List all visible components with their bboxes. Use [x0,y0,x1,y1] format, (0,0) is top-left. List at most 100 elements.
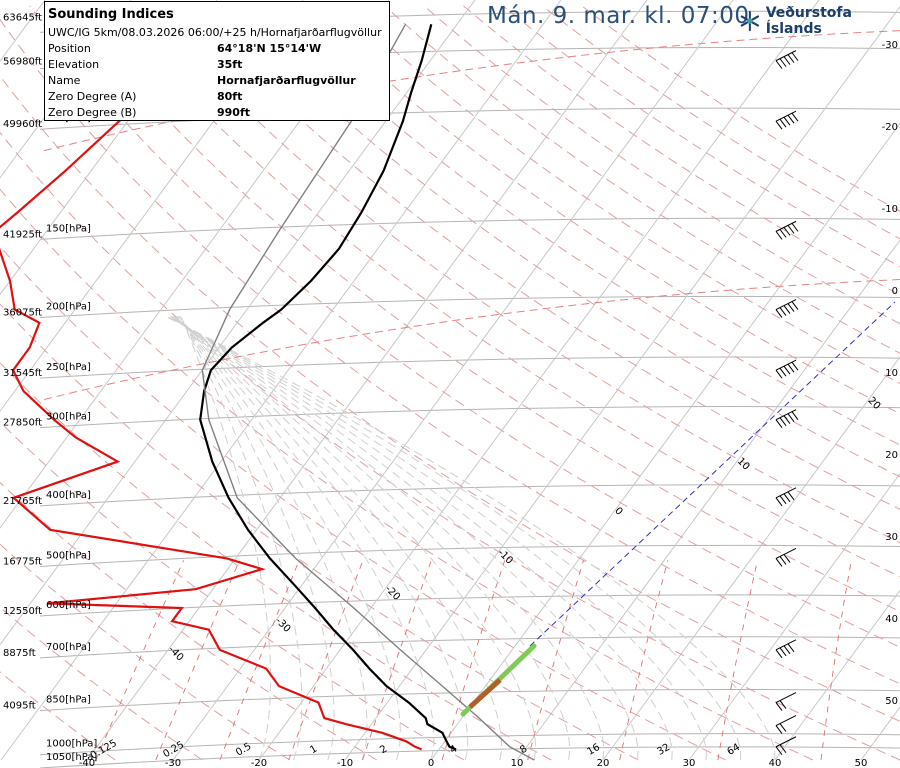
temp-tick-label: 30 [683,758,696,768]
isobar-line [39,356,900,379]
altitude-label: 49960ft [3,119,42,130]
wind-barb-staff [775,359,797,371]
info-subtitle: UWC/IG 5km/08.03.2026 06:00/+25 h/Hornaf… [48,26,382,39]
right-scale-label: -20 [882,122,898,133]
wind-barb-flag [783,493,791,503]
wind-barb-flag [779,229,787,238]
wind-barb-flag [779,700,787,709]
right-scale-label: 30 [885,532,898,543]
right-scale-label: 50 [885,696,898,707]
wind-barb [775,736,797,756]
isotherm-inline-label: 10 [735,456,752,473]
wind-barb-flag [775,558,783,567]
info-label-zero-a: Zero Degree (A) [48,90,137,103]
wind-barb-flag [775,702,783,711]
wind-barb [775,299,799,318]
wind-barb-staff [775,715,797,727]
mixing-ratio-line [155,560,240,761]
wind-barb-flag [791,112,799,122]
series-temperature-line [199,24,457,751]
wind-barb-flag [775,309,783,318]
isotherm-inline-label: 0 [612,505,624,517]
isotherm-line [0,0,476,646]
wind-barb-staff [775,548,797,559]
info-label-elevation: Elevation [48,58,100,71]
moist-adiabat-line [173,316,503,761]
temp-tick-label: -20 [251,758,267,768]
wind-barb-flag [787,363,795,373]
altitude-label: 21765ft [3,496,42,507]
isotherm-line [516,239,900,761]
right-scale-label: -10 [882,204,898,215]
moist-adiabat-line [180,316,272,761]
moist-adiabat-line [177,316,368,761]
wind-barb-staff [775,409,797,421]
wind-barb [775,548,797,567]
moist-adiabat-line [175,316,435,761]
wind-barb-staff [775,487,797,499]
isotherm-line [430,122,900,761]
altitude-label: 4095ft [3,701,36,712]
wind-barb-flag [783,116,791,126]
isotherm-line [602,356,900,761]
info-value-position: 64°18'N 15°14'W [217,42,322,55]
dry-adiabat-line [0,481,378,761]
moist-adiabat-line [178,316,335,761]
pressure-label: 300[hPa] [46,412,91,423]
imo-snowflake-icon [740,10,760,32]
altitude-label: 41925ft [3,229,42,240]
wind-barb-flag [779,495,787,505]
altitude-label: 36075ft [3,308,42,319]
isotherm-line [0,0,218,296]
dry-adiabat-lines [0,5,900,761]
altitude-label: 8875ft [3,648,36,659]
wind-barb-flag [779,723,787,732]
isotherm-line [774,589,900,761]
isotherm-line [0,0,562,761]
wind-barb-flag [775,369,783,379]
pressure-label: 700[hPa] [46,642,91,653]
wind-barb [775,110,799,130]
mixing-ratio-line [527,560,584,761]
altitude-label: 63645ft [3,12,42,23]
wind-barb [775,639,797,659]
wind-barb-flag [791,301,799,310]
temp-tick-label: 40 [769,758,782,768]
wind-barb-flag [779,744,787,754]
info-label-name: Name [48,74,81,87]
wind-barb-staff [775,50,797,62]
wind-barb-flag [787,643,795,653]
mixing-ratio-label: 8 [518,743,529,756]
wind-barb [775,409,799,428]
dry-adiabat-line [581,5,900,212]
pressure-label: 600[hPa] [46,600,91,611]
wind-barb-staff [775,736,797,748]
info-label-position: Position [48,42,91,55]
dry-adiabat-line [423,5,900,325]
logo-text: Veðurstofa Íslands [765,5,852,37]
tropopause-guide-line [43,279,900,401]
isotherm-inline-label: -40 [166,644,185,663]
series-parcel-line [201,23,535,761]
wind-barb [775,715,797,734]
wind-barb-flag [783,415,791,424]
isotherm-line [0,0,132,179]
wind-barb-flag [775,649,783,659]
isobar-line [39,746,900,768]
isobar-line [39,484,900,507]
moist-adiabat-line [169,315,639,761]
isotherm-line [688,472,900,761]
dry-adiabat-line [68,5,900,613]
pressure-label: 1050[hPa] [46,752,97,763]
wind-barb-staff [775,692,797,704]
dry-adiabat-line [266,5,900,446]
mixing-ratio-label: 16 [585,742,602,758]
wind-barb-flag [783,554,791,563]
wind-barb-flag [779,556,787,565]
wind-barb-flag [787,413,795,422]
wind-barb-staff [775,220,797,232]
mixing-ratio-label: 2 [378,743,389,756]
isobar-line [39,406,900,429]
mixing-ratio-lines [43,30,900,761]
